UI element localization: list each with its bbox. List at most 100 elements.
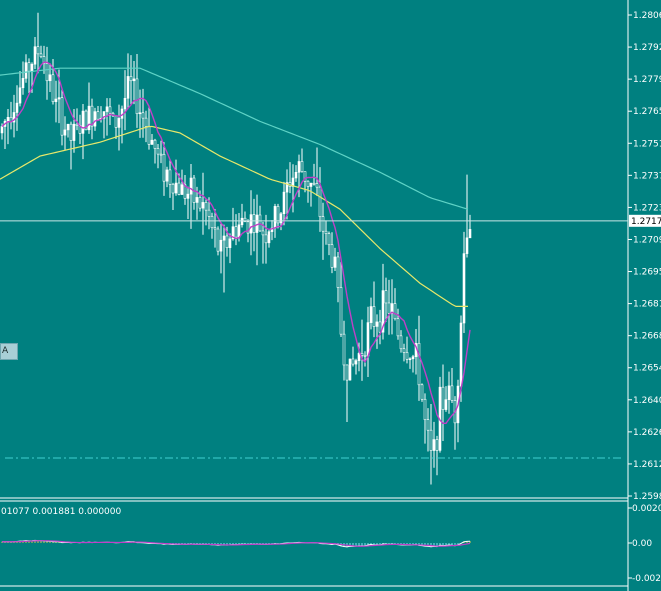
candle-body	[393, 303, 397, 320]
candle-body	[51, 74, 55, 102]
candle-body	[363, 355, 367, 357]
candle-body	[327, 233, 331, 246]
candle-body	[198, 197, 202, 209]
candle-body	[57, 97, 61, 100]
candle-body	[147, 126, 151, 145]
candle-body	[165, 169, 169, 182]
candle-body	[435, 439, 439, 451]
indicator-tick-label: 0.0020	[632, 504, 661, 514]
candle-body	[222, 235, 226, 241]
price-tick-label: 1.2779	[633, 75, 661, 85]
price-tick-label: 1.2737	[633, 171, 661, 181]
candle-body	[102, 111, 106, 119]
candle-body	[108, 106, 112, 114]
candle-body	[123, 97, 127, 110]
candle-body	[228, 238, 232, 248]
price-tick-label: 1.2709	[633, 235, 661, 245]
candle-body	[210, 215, 214, 228]
candle-body	[12, 112, 16, 123]
candle-body	[381, 290, 385, 333]
candle-body	[258, 214, 262, 232]
candle-body	[429, 429, 433, 451]
candle-body	[195, 197, 199, 203]
candle-body	[405, 352, 409, 360]
candle-body	[306, 180, 310, 187]
indicator-tick-label: -0.0020	[632, 574, 661, 584]
candle-body	[243, 217, 247, 223]
candle-body	[297, 161, 301, 173]
candle-body	[465, 237, 469, 254]
candle-body	[240, 217, 244, 226]
candle-body	[312, 182, 316, 185]
candle-body	[87, 105, 91, 131]
candle-body	[186, 193, 190, 199]
candle-body	[420, 384, 424, 400]
candle-body	[402, 348, 406, 353]
candle-body	[387, 302, 391, 314]
candle-body	[300, 161, 304, 172]
candle-body	[468, 229, 472, 239]
candle-body	[45, 63, 49, 82]
candle-body	[417, 343, 421, 386]
candle-body	[432, 439, 436, 451]
candle-body	[141, 112, 145, 119]
candle-body	[252, 214, 256, 233]
candle-body	[309, 182, 313, 187]
moving-average-mid-line	[0, 125, 468, 307]
candle-body	[396, 318, 400, 337]
price-tick-label: 1.2695	[633, 268, 661, 278]
candle-body	[144, 117, 148, 127]
candle-body	[60, 97, 64, 136]
object-label-tag[interactable]: A	[0, 343, 18, 360]
candle-body	[375, 321, 379, 327]
candle-body	[69, 123, 73, 141]
candle-body	[276, 206, 280, 224]
candle-body	[339, 287, 343, 335]
candle-body	[48, 74, 52, 82]
candle-body	[279, 213, 283, 224]
price-tick-label: 1.2765	[633, 107, 661, 117]
candle-body	[129, 76, 133, 82]
candle-body	[24, 62, 28, 79]
candle-body	[216, 228, 220, 252]
candle-body	[114, 115, 118, 128]
candle-body	[171, 183, 175, 194]
candle-body	[318, 186, 322, 217]
candle-body	[117, 118, 121, 128]
candle-body	[21, 78, 25, 89]
candle-body	[249, 214, 253, 234]
candle-body	[150, 139, 154, 145]
candle-body	[357, 353, 361, 361]
price-tick-label: 1.2626	[633, 428, 661, 438]
candle-body	[204, 202, 208, 211]
candle-body	[324, 230, 328, 234]
candle-body	[354, 360, 358, 365]
candle-body	[231, 226, 235, 240]
price-tick-label: 1.2806	[633, 11, 661, 21]
candle-body	[459, 322, 463, 387]
current-price-box	[629, 214, 661, 227]
candle-body	[390, 303, 394, 314]
candle-body	[81, 110, 85, 134]
candle-body	[408, 358, 412, 361]
candle-body	[162, 154, 166, 182]
candle-body	[246, 221, 250, 234]
candle-body	[201, 202, 205, 209]
candle-body	[447, 385, 451, 400]
candle-body	[366, 322, 370, 357]
candle-body	[6, 117, 10, 122]
candle-body	[261, 230, 265, 236]
candle-body	[423, 398, 427, 420]
candle-body	[15, 102, 19, 113]
candle-body	[384, 290, 388, 304]
candle-body	[177, 182, 181, 195]
candle-body	[234, 226, 238, 238]
price-tick-label: 1.2792	[633, 43, 661, 53]
candle-body	[42, 56, 46, 65]
price-tick-label: 1.2723	[633, 203, 661, 213]
candle-body	[294, 172, 298, 179]
candle-body	[282, 191, 286, 215]
candle-body	[264, 234, 268, 244]
candle-body	[36, 46, 40, 55]
